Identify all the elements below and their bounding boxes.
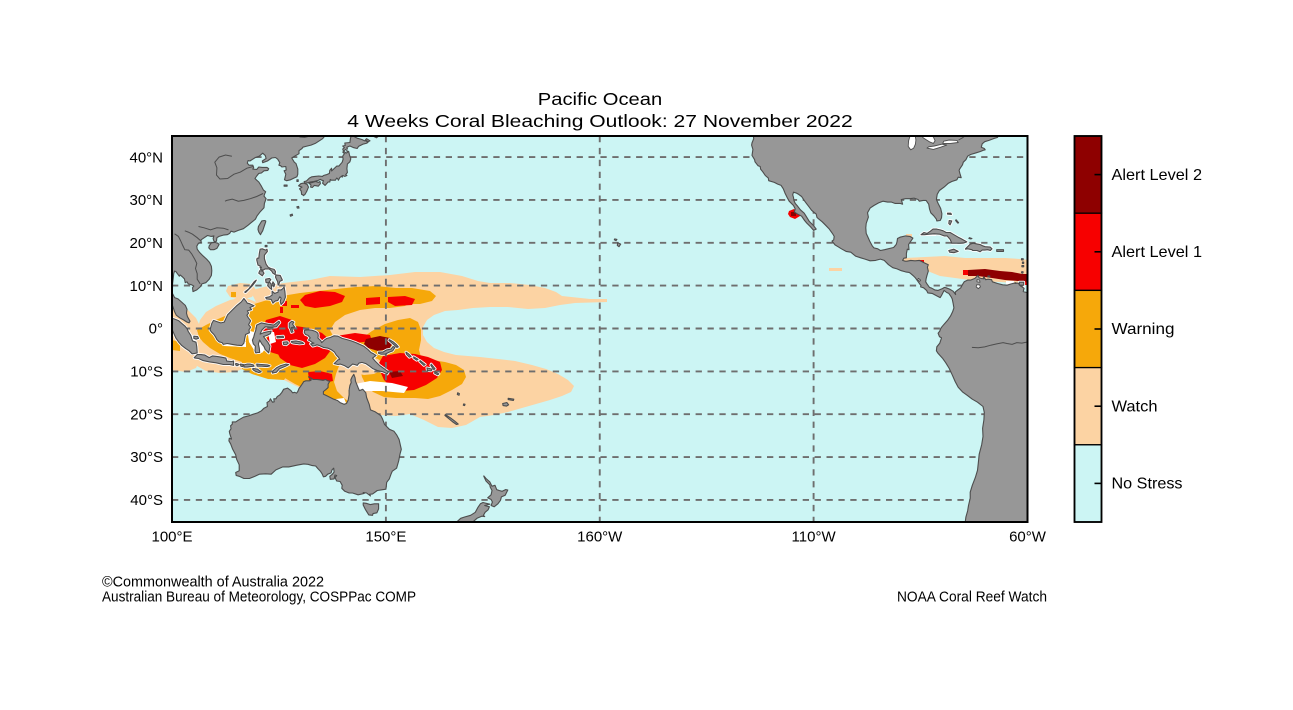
svg-text:Warning: Warning: [1112, 321, 1175, 338]
svg-text:Pacific Ocean: Pacific Ocean: [538, 89, 662, 109]
svg-text:20°N: 20°N: [129, 235, 163, 252]
svg-text:30°N: 30°N: [129, 192, 163, 209]
svg-text:40°S: 40°S: [130, 492, 163, 509]
svg-text:100°E: 100°E: [151, 529, 192, 546]
svg-text:60°W: 60°W: [1009, 529, 1047, 546]
svg-text:Watch: Watch: [1112, 398, 1158, 415]
svg-text:4 Weeks Coral Bleaching Outloo: 4 Weeks Coral Bleaching Outlook: 27 Nove…: [347, 111, 852, 131]
svg-text:©Commonwealth of Australia 202: ©Commonwealth of Australia 2022: [102, 575, 324, 591]
svg-text:20°S: 20°S: [130, 406, 163, 423]
svg-text:NOAA Coral Reef Watch: NOAA Coral Reef Watch: [897, 590, 1047, 606]
svg-text:Australian Bureau of Meteorolo: Australian Bureau of Meteorology, COSPPa…: [102, 590, 416, 606]
svg-text:10°N: 10°N: [129, 278, 163, 295]
svg-text:Alert Level 2: Alert Level 2: [1112, 167, 1203, 184]
svg-text:150°E: 150°E: [365, 529, 406, 546]
svg-text:30°S: 30°S: [130, 449, 163, 466]
svg-text:0°: 0°: [149, 321, 163, 338]
svg-text:40°N: 40°N: [129, 149, 163, 166]
svg-text:Alert Level 1: Alert Level 1: [1112, 244, 1203, 261]
svg-text:10°S: 10°S: [130, 364, 163, 381]
svg-text:110°W: 110°W: [792, 529, 837, 546]
svg-text:No Stress: No Stress: [1112, 476, 1183, 493]
svg-text:160°W: 160°W: [577, 529, 623, 546]
